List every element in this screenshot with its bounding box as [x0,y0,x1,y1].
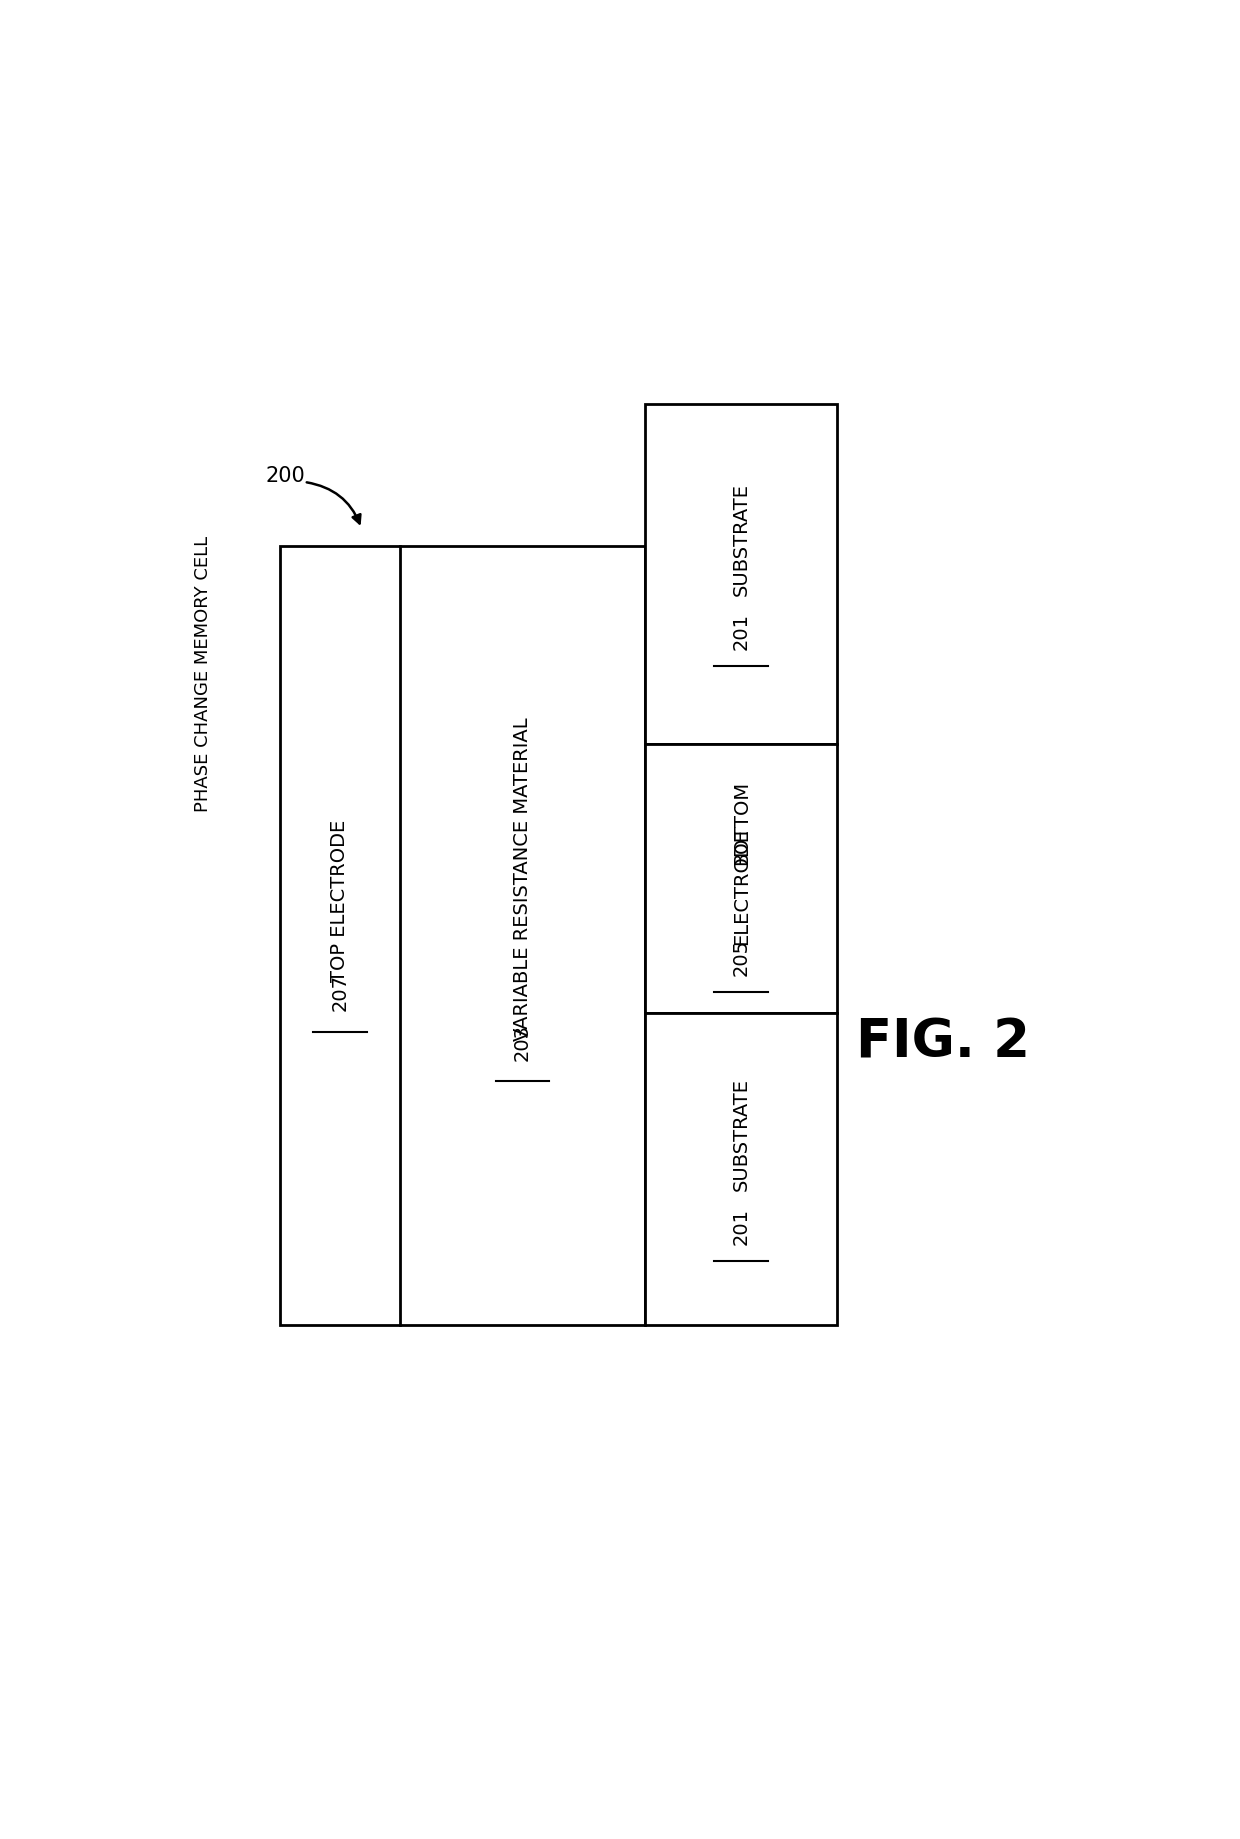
Text: 201: 201 [732,612,750,649]
Bar [645,745,837,1013]
Text: SUBSTRATE: SUBSTRATE [732,1078,750,1190]
Text: VARIABLE RESISTANCE MATERIAL: VARIABLE RESISTANCE MATERIAL [513,717,532,1041]
Text: TOP ELECTRODE: TOP ELECTRODE [331,820,350,982]
Bar [645,405,837,745]
Text: 205: 205 [732,938,750,975]
Text: 201: 201 [732,1208,750,1245]
Text: 200: 200 [265,465,305,485]
Text: SUBSTRATE: SUBSTRATE [732,484,750,596]
Text: PHASE CHANGE MEMORY CELL: PHASE CHANGE MEMORY CELL [193,535,212,811]
Text: 207: 207 [331,975,350,1011]
Bar [645,1013,837,1326]
Text: FIG. 2: FIG. 2 [856,1015,1030,1068]
Bar [280,546,645,1326]
Text: BOTTOM: BOTTOM [732,780,750,864]
Text: 203: 203 [513,1024,532,1061]
Text: ELECTRODE: ELECTRODE [732,828,750,945]
